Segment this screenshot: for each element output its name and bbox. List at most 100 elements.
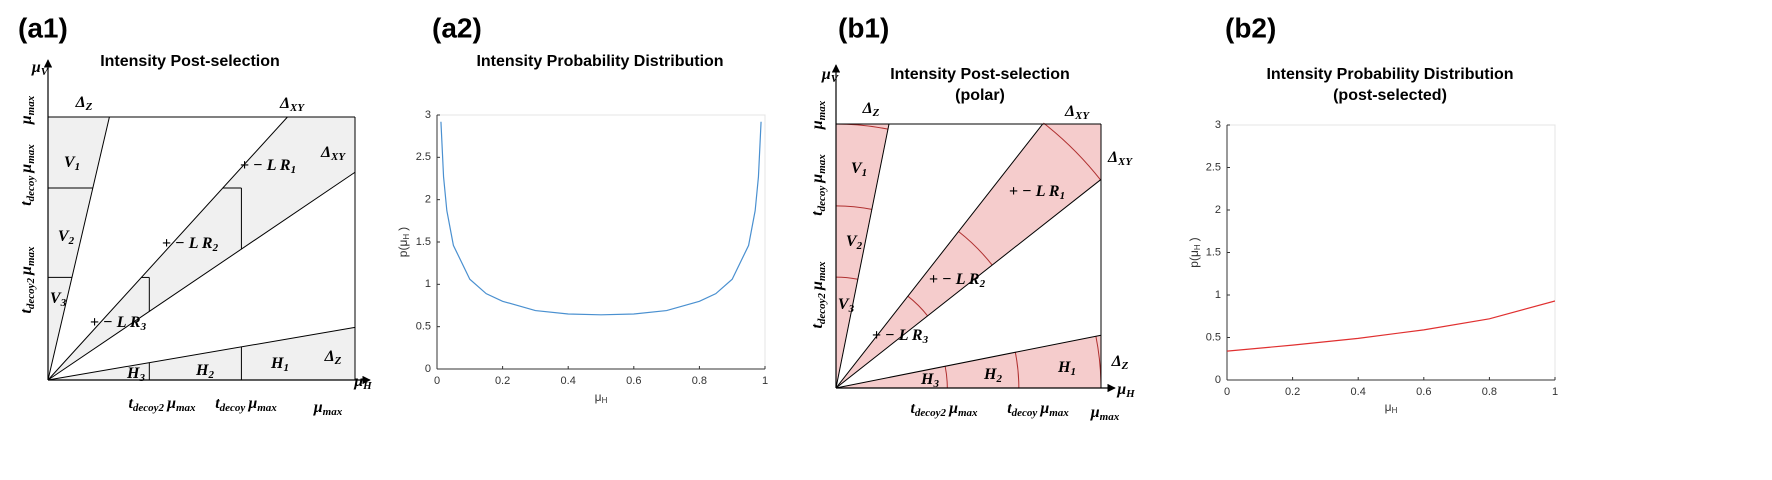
label-subscript: 3 — [922, 333, 929, 345]
math-label: V1 — [64, 154, 80, 173]
math-label: + − L R1 — [240, 157, 296, 176]
label-part: μ — [18, 115, 35, 125]
label-subscript: max — [815, 261, 827, 281]
panel-label: (a1) — [18, 12, 68, 43]
region — [836, 124, 1101, 388]
x-tick-label: 0.6 — [1416, 386, 1431, 398]
label-part: V — [838, 296, 850, 313]
label-subscript: H — [1392, 406, 1398, 415]
label-subscript: decoy — [815, 186, 827, 212]
label-subscript: 1 — [1070, 365, 1076, 377]
label-subscript: V — [831, 72, 840, 84]
label-part: Δ — [324, 348, 335, 365]
label-subscript: max — [257, 401, 277, 413]
chart-subtitle: (post-selected) — [1333, 87, 1447, 104]
label-part: H — [1057, 359, 1071, 376]
math-label: + − L R3 — [872, 327, 929, 346]
y-tick-label: 2.5 — [1206, 161, 1221, 173]
label-part: p(μ — [396, 240, 410, 258]
x-tick-label: 0.6 — [626, 375, 641, 387]
y-tick-label: 3 — [1215, 119, 1221, 131]
label-subscript: max — [176, 401, 196, 413]
math-label: V3 — [50, 290, 67, 309]
label-part: μ — [821, 66, 831, 83]
label-part: μ — [809, 174, 826, 184]
math-label: tdecoy2μmax — [18, 246, 37, 314]
math-label: + − L R2 — [929, 271, 986, 290]
label-part: ) — [1187, 237, 1201, 241]
label-part: + − L R — [162, 235, 213, 252]
math-label: μH — [595, 390, 608, 405]
y-tick-label: 2.5 — [416, 151, 431, 163]
panel-label: (b1) — [838, 12, 889, 43]
label-part: μ — [809, 120, 826, 130]
x-tick-label: 1 — [762, 375, 768, 387]
y-tick-label: 0 — [425, 363, 431, 375]
x-tick-label: 0.8 — [692, 375, 707, 387]
label-part: + − L R — [240, 157, 291, 174]
x-tick-label: 0.2 — [495, 375, 510, 387]
label-part: Δ — [1064, 103, 1075, 120]
math-label: ΔXY — [1107, 149, 1133, 168]
label-part: V — [851, 160, 863, 177]
label-part: Δ — [75, 94, 86, 111]
math-label: V1 — [851, 160, 867, 179]
x-tick-label: 0.8 — [1482, 386, 1497, 398]
math-label: μmax — [18, 95, 37, 125]
chart-title: Intensity Probability Distribution — [476, 53, 723, 70]
math-label: V2 — [846, 233, 863, 252]
label-subscript: 1 — [75, 160, 81, 172]
x-tick-label: 0.4 — [1351, 386, 1366, 398]
label-subscript: XY — [1117, 155, 1133, 167]
label-subscript: max — [24, 144, 36, 164]
math-label: tdecoyμmax — [18, 144, 37, 206]
label-part: μ — [18, 266, 35, 276]
math-label: + − L R1 — [1009, 183, 1065, 202]
math-label: ΔZ — [75, 94, 93, 113]
label-part: t — [18, 201, 35, 206]
math-label: p(μH) — [396, 227, 411, 257]
region — [48, 117, 355, 380]
plot-frame — [1226, 124, 1556, 381]
math-label: ΔXY — [279, 95, 305, 114]
arc — [1043, 122, 1101, 181]
label-subscript: decoy — [24, 176, 36, 202]
label-part: Δ — [320, 144, 331, 161]
y-tick-label: 0.5 — [416, 321, 431, 333]
label-part: V — [64, 154, 76, 171]
label-part: μ — [595, 390, 602, 404]
label-subscript: H — [1193, 244, 1202, 250]
label-subscript: 3 — [138, 371, 145, 383]
y-tick-label: 2 — [425, 194, 431, 206]
x-tick-label: 0.4 — [561, 375, 576, 387]
chart-title: Intensity Probability Distribution — [1266, 66, 1513, 83]
label-part: + − L R — [90, 314, 141, 331]
diagram-subtitle: (polar) — [955, 87, 1005, 104]
y-tick-label: 0.5 — [1206, 331, 1221, 343]
math-label: V3 — [838, 296, 855, 315]
label-subscript: H — [1125, 387, 1135, 399]
label-part: V — [58, 228, 70, 245]
label-subscript: XY — [1074, 109, 1090, 121]
label-subscript: 1 — [283, 361, 289, 373]
label-subscript: XY — [289, 101, 305, 113]
label-subscript: 1 — [1060, 189, 1066, 201]
label-subscript: 3 — [60, 296, 67, 308]
label-part: H — [270, 355, 284, 372]
label-part: t — [910, 400, 915, 417]
math-label: H2 — [983, 366, 1002, 385]
label-subscript: 3 — [932, 377, 939, 389]
label-subscript: 2 — [207, 368, 214, 380]
math-label: H1 — [270, 355, 289, 374]
boundary — [835, 123, 890, 389]
boundary — [47, 116, 288, 381]
label-part: + − L R — [1009, 183, 1060, 200]
math-label: ΔXY — [1064, 103, 1090, 122]
math-label: H1 — [1057, 359, 1076, 378]
label-part: μ — [1039, 400, 1049, 417]
label-subscript: decoy — [1012, 406, 1038, 418]
label-part: μ — [1116, 381, 1126, 398]
label-subscript: max — [24, 246, 36, 266]
